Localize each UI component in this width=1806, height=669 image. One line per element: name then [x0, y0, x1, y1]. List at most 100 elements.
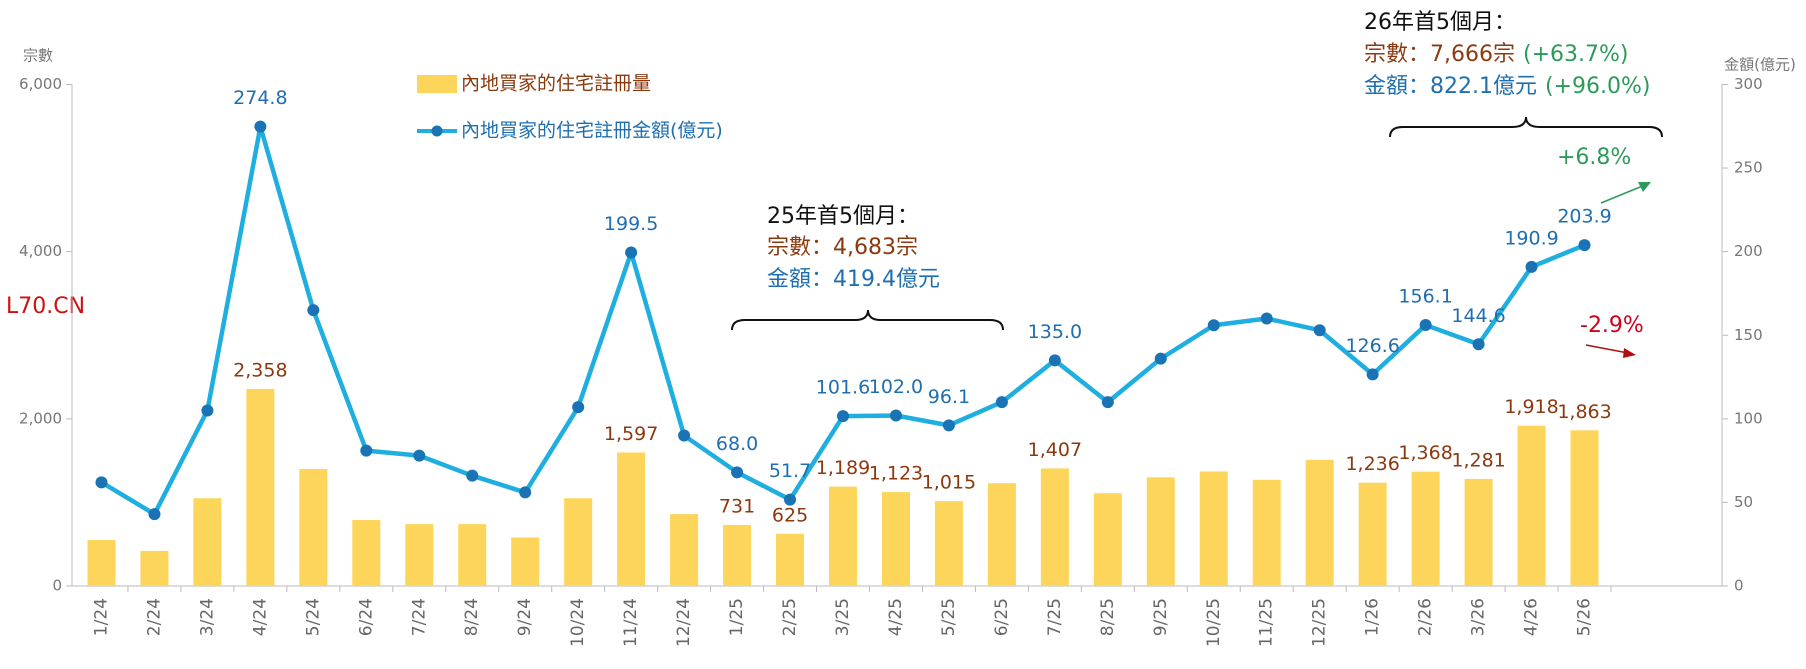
bar-label: 1,368: [1398, 442, 1452, 464]
bar-label: 1,918: [1504, 396, 1558, 418]
bar: [1464, 478, 1493, 586]
x-tick-label: 12/25: [1310, 598, 1330, 647]
x-tick-label: 12/24: [674, 598, 694, 647]
point: [360, 444, 373, 457]
point: [625, 246, 638, 259]
bar-label: 1,123: [869, 463, 923, 485]
point: [148, 508, 161, 521]
point: [519, 486, 532, 499]
point: [995, 396, 1008, 409]
annotation: -2.9%: [1580, 313, 1644, 338]
bar: [1305, 459, 1334, 586]
bar: [881, 492, 910, 586]
bar: [299, 468, 328, 586]
bar-label: 1,189: [816, 457, 870, 479]
x-tick-label: 6/25: [992, 598, 1012, 636]
bar-label: 1,407: [1028, 439, 1082, 461]
x-tick-label: 4/24: [250, 598, 270, 636]
annotation: 宗數：4,683宗: [767, 235, 918, 260]
bar: [1146, 477, 1175, 586]
point-label: 51.7: [769, 460, 811, 482]
point: [1419, 319, 1432, 332]
x-tick-label: 2/26: [1416, 598, 1436, 636]
x-tick-label: 4/25: [886, 598, 906, 636]
annotation: 金額：822.1億元 (+96.0%): [1364, 74, 1650, 99]
bar: [1040, 468, 1069, 586]
arrow-head: [1638, 182, 1651, 192]
x-tick-label: 9/25: [1151, 598, 1171, 636]
bar-label: 731: [719, 495, 755, 517]
point: [1366, 368, 1379, 381]
x-tick-label: 1/26: [1363, 598, 1383, 636]
x-tick-label: 4/26: [1522, 598, 1542, 636]
y2-tick-label: 300: [1734, 75, 1763, 93]
y2-axis-label: 金額(億元): [1724, 56, 1796, 74]
bar: [246, 388, 275, 586]
bar: [1199, 471, 1228, 586]
y-tick-label: 2,000: [19, 409, 62, 427]
bar-label: 1,597: [604, 423, 658, 445]
legend-swatch: [417, 75, 457, 93]
bar-label: 1,281: [1451, 449, 1505, 471]
bar: [87, 540, 116, 586]
bar: [458, 524, 487, 586]
y-axis-label: 宗數: [23, 47, 53, 65]
bar: [934, 501, 963, 586]
bar-label: 1,863: [1557, 401, 1611, 423]
bar-label: 2,358: [233, 359, 287, 381]
bar: [193, 498, 222, 586]
point-label: 126.6: [1345, 335, 1399, 357]
y2-tick-label: 0: [1734, 577, 1744, 595]
point: [731, 466, 744, 479]
point: [254, 120, 267, 133]
y2-tick-label: 100: [1734, 409, 1763, 427]
y-tick-label: 4,000: [19, 242, 62, 260]
bar-label: 1,236: [1345, 453, 1399, 475]
point: [307, 304, 320, 317]
arrow-head: [1623, 348, 1636, 358]
point: [95, 476, 108, 489]
bar: [352, 519, 381, 586]
x-tick-label: 11/24: [621, 598, 641, 647]
x-tick-label: 1/24: [91, 598, 111, 636]
annotation-part: 宗數：7,666宗: [1364, 42, 1515, 67]
point: [1207, 319, 1220, 332]
bar: [1252, 479, 1281, 586]
point-label: 274.8: [233, 87, 287, 109]
point-label: 144.6: [1451, 305, 1505, 327]
point: [678, 429, 691, 442]
point: [1313, 324, 1326, 337]
point-label: 135.0: [1028, 321, 1082, 343]
x-tick-label: 9/24: [515, 598, 535, 636]
legend-label: 內地買家的住宅註冊金額(億元): [461, 120, 723, 142]
bar: [617, 452, 646, 586]
point-label: 203.9: [1557, 206, 1611, 228]
x-tick-label: 5/25: [939, 598, 959, 636]
point: [837, 410, 849, 423]
x-tick-label: 10/25: [1204, 598, 1224, 647]
legend-label: 內地買家的住宅註冊量: [461, 73, 651, 95]
watermark: L70.CN: [6, 294, 85, 319]
bar: [564, 498, 593, 586]
x-tick-label: 2/25: [780, 598, 800, 636]
bar: [1093, 493, 1122, 586]
x-tick-label: 5/26: [1575, 598, 1595, 636]
point: [784, 493, 797, 506]
x-tick-label: 5/24: [303, 598, 323, 636]
annotation: +6.8%: [1557, 145, 1631, 170]
point-label: 190.9: [1504, 227, 1558, 249]
x-tick-label: 6/24: [356, 598, 376, 636]
x-tick-label: 8/24: [462, 598, 482, 636]
y2-tick-label: 150: [1734, 326, 1763, 344]
x-tick-label: 10/24: [568, 598, 588, 647]
annotation: 宗數：7,666宗 (+63.7%): [1364, 42, 1628, 67]
point: [1578, 239, 1591, 252]
point: [1260, 312, 1273, 325]
brace: [1389, 116, 1663, 138]
bar: [511, 537, 540, 586]
bar: [1517, 425, 1546, 586]
point: [1472, 338, 1485, 351]
y2-tick-label: 200: [1734, 242, 1763, 260]
